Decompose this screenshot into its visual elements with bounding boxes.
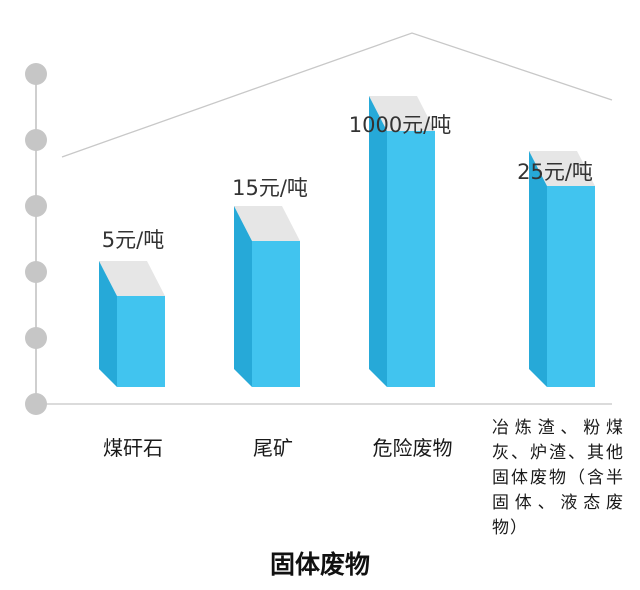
bar-top-face <box>369 96 435 131</box>
bar-top-face <box>234 206 300 241</box>
axis-marker-dot <box>25 327 47 349</box>
bar <box>369 96 435 387</box>
bar-front-face <box>252 241 300 387</box>
bar-side-face <box>234 206 252 387</box>
bar-front-face <box>387 131 435 387</box>
bar-side-face <box>529 151 547 387</box>
bar <box>529 151 595 387</box>
x-tick-label: 冶炼渣、粉煤灰、炉渣、其他固体废物（含半固体、液态废物） <box>492 418 624 538</box>
x-tick-label: 煤矸石 <box>103 436 163 460</box>
x-tick-label: 危险废物 <box>372 436 453 460</box>
axis-marker-dot <box>25 393 47 415</box>
roof-outline <box>61 32 613 158</box>
bar-front-face <box>547 186 595 387</box>
bar <box>99 261 165 387</box>
axis-marker-dot <box>25 195 47 217</box>
data-label: 1000元/吨 <box>348 113 452 137</box>
x-tick-label: 尾矿 <box>253 436 293 460</box>
chart-title: 固体废物 <box>269 550 370 579</box>
data-label: 5元/吨 <box>101 228 165 252</box>
axis-marker-dot <box>25 129 47 151</box>
axis-marker-dot <box>25 63 47 85</box>
bar-side-face <box>99 261 117 387</box>
axis-marker-dot <box>25 261 47 283</box>
data-label: 15元/吨 <box>232 176 308 200</box>
data-label: 25元/吨 <box>517 160 593 184</box>
bar-top-face <box>529 151 595 186</box>
bar-top-face <box>99 261 165 296</box>
bar-side-face <box>369 96 387 387</box>
bar <box>234 206 300 387</box>
bar-front-face <box>117 296 165 387</box>
